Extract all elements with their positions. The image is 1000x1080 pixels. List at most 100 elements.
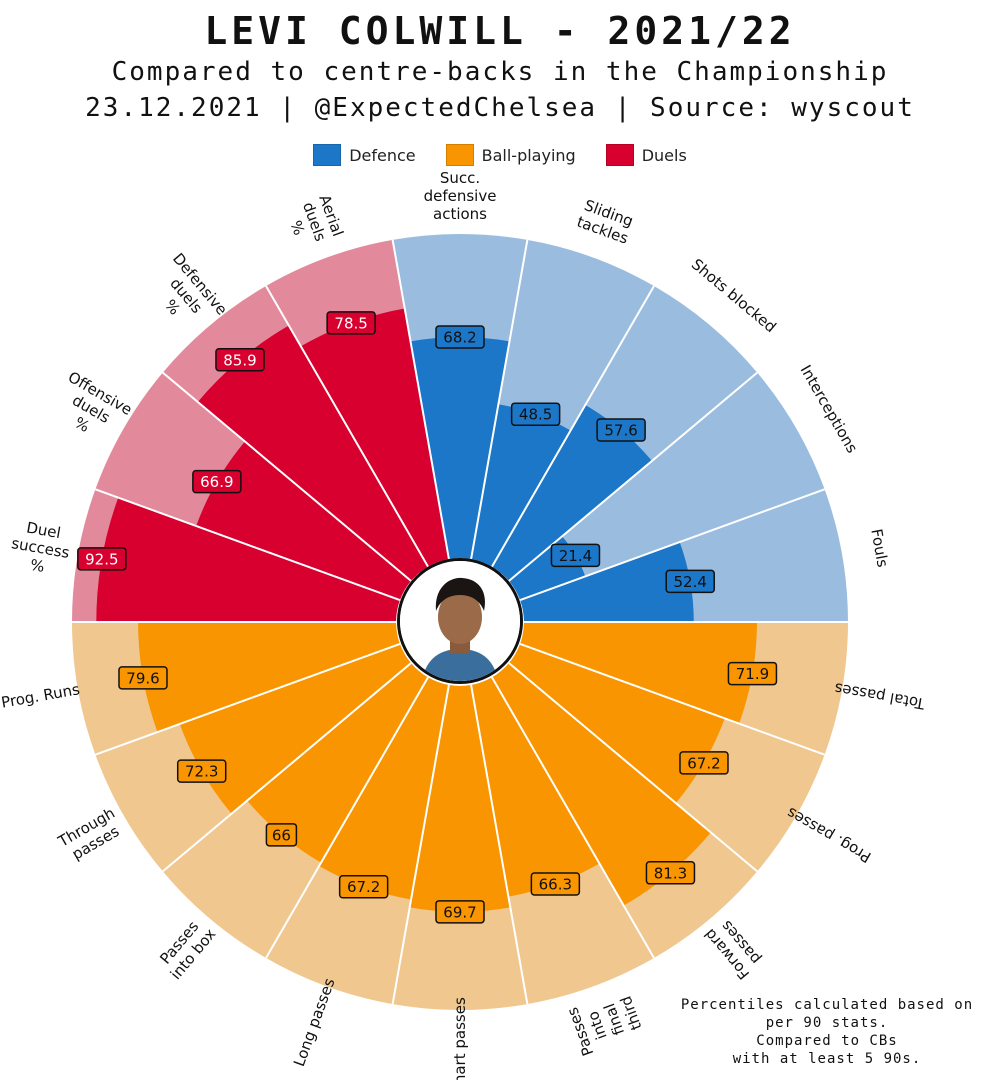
divider-line — [519, 488, 825, 602]
category-label-line: Prog. passes — [783, 804, 874, 867]
bar-defensive-duels — [197, 325, 428, 581]
value-text: 78.5 — [334, 314, 367, 332]
value-text: 66.3 — [539, 875, 572, 893]
divider-line — [162, 371, 412, 582]
player-photo — [397, 558, 523, 684]
value-label-passes-into-box: 66 — [265, 823, 298, 847]
footnote-line: per 90 stats. — [765, 1015, 889, 1031]
divider-line — [470, 684, 529, 1005]
category-label-passes-into-final-third: Passesintofinalthird — [563, 986, 648, 1058]
bar-smart-passes — [409, 685, 511, 912]
category-label-interceptions: Interceptions — [797, 362, 862, 456]
bar-aerial-duels — [300, 308, 449, 567]
divider-line — [508, 662, 758, 873]
bar-total-passes — [520, 622, 757, 724]
category-label-line: actions — [433, 205, 487, 223]
footnote: Percentiles calculated based on per 90 s… — [672, 996, 982, 1068]
value-box — [176, 759, 227, 783]
value-label-long-passes: 67.2 — [338, 874, 389, 899]
bar-offensive-duels — [196, 441, 411, 601]
bar-prog-passes — [509, 643, 725, 804]
bar-passes-into-final-third — [471, 677, 600, 897]
divider-line — [508, 371, 758, 582]
value-box — [679, 751, 729, 775]
category-label-fouls: Fouls — [867, 527, 891, 568]
category-label-total-passes: Total passes — [833, 679, 927, 713]
value-text: 66.9 — [200, 473, 233, 491]
category-label-line: Fouls — [867, 527, 891, 568]
category-label-line: Succ. — [440, 169, 480, 187]
bar-forward-passes — [492, 663, 711, 906]
bar-duel-success — [96, 497, 400, 622]
value-label-shots-blocked: 57.6 — [596, 418, 646, 442]
category-label-passes-into-box: Passesinto box — [153, 913, 220, 983]
value-labels: 52.4 21.4 57.6 48.5 68.2 78.5 85.9 66.9 92.5 79.6… — [77, 311, 778, 924]
value-box — [338, 874, 389, 899]
value-label-interceptions: 21.4 — [550, 543, 601, 568]
bg-wedge-interceptions — [509, 372, 825, 601]
chart-credits: 23.12.2021 | @ExpectedChelsea | Source: … — [85, 93, 915, 123]
value-text: 57.6 — [604, 422, 637, 440]
value-text: 67.2 — [347, 878, 380, 896]
value-box — [265, 823, 298, 847]
footnote-line: Compared to CBs — [756, 1033, 898, 1049]
category-label-smart-passes: Smart passes — [451, 997, 469, 1080]
legend-label-duels: Duels — [641, 145, 687, 165]
value-label-defensive-duels: 85.9 — [215, 348, 265, 372]
divider-line — [265, 285, 429, 568]
value-label-passes-into-final-third: 66.3 — [530, 872, 581, 896]
value-box — [435, 325, 485, 349]
value-text: 81.3 — [654, 864, 687, 882]
value-label-succ-defensive-actions: 68.2 — [435, 325, 485, 349]
chart-title: LEVI COLWILL - 2021/22 — [204, 9, 796, 53]
category-label-line: Total passes — [833, 679, 927, 713]
bar-fouls — [520, 542, 694, 622]
bar-prog-runs — [138, 622, 400, 733]
category-label-forward-passes: Forwardpasses — [701, 914, 767, 983]
divider-line — [491, 285, 655, 568]
legend-item-duels: Duels — [605, 144, 687, 166]
value-label-through-passes: 72.3 — [176, 759, 227, 783]
value-label-prog-passes: 67.2 — [679, 751, 729, 775]
value-text: 92.5 — [85, 550, 118, 568]
category-label-succ-defensive-actions: Succ. defensive actions — [424, 169, 497, 223]
category-label-long-passes: Long passes — [290, 976, 339, 1069]
value-label-prog-runs: 79.6 — [118, 666, 168, 690]
category-label-line: Interceptions — [797, 362, 862, 456]
bar-succ-defensive-actions — [410, 337, 510, 559]
category-label-line: Prog. Runs — [0, 680, 81, 712]
legend-item-ball-playing: Ball-playing — [445, 144, 576, 166]
value-text: 85.9 — [223, 351, 256, 369]
value-label-total-passes: 71.9 — [727, 661, 778, 686]
value-text: 21.4 — [559, 547, 592, 565]
category-label-prog-passes: Prog. passes — [783, 804, 874, 867]
category-label-line: % — [29, 556, 46, 576]
category-label-prog-runs: Prog. Runs — [0, 680, 81, 712]
player-avatar-icon — [400, 561, 520, 681]
category-label-duel-success: Duelsuccess% — [7, 516, 74, 579]
legend-swatch-ball-playing — [445, 144, 474, 166]
value-box — [192, 469, 242, 494]
divider-line — [95, 488, 401, 602]
divider-line — [391, 684, 450, 1005]
dividers — [72, 239, 848, 1005]
bar-through-passes — [179, 643, 411, 814]
value-label-offensive-duels: 66.9 — [192, 469, 242, 494]
bar-long-passes — [319, 677, 449, 900]
category-label-line: Long passes — [290, 976, 339, 1069]
value-box — [550, 543, 601, 568]
value-label-duel-success: 92.5 — [77, 547, 127, 571]
legend-label-ball-playing: Ball-playing — [481, 145, 576, 165]
legend-swatch-defence — [313, 144, 342, 166]
value-text: 71.9 — [736, 665, 769, 683]
divider-line — [491, 676, 655, 959]
value-text: 79.6 — [126, 669, 159, 687]
value-label-forward-passes: 81.3 — [645, 861, 696, 885]
value-text: 67.2 — [687, 754, 720, 772]
category-label-through-passes: Throughpasses — [54, 804, 127, 867]
bar-sliding-tackles — [471, 404, 571, 567]
chart-subtitle: Compared to centre-backs in the Champion… — [111, 57, 889, 87]
value-text: 52.4 — [674, 573, 707, 591]
divider-line — [162, 662, 412, 873]
footnote-line: with at least 5 90s. — [732, 1051, 922, 1067]
